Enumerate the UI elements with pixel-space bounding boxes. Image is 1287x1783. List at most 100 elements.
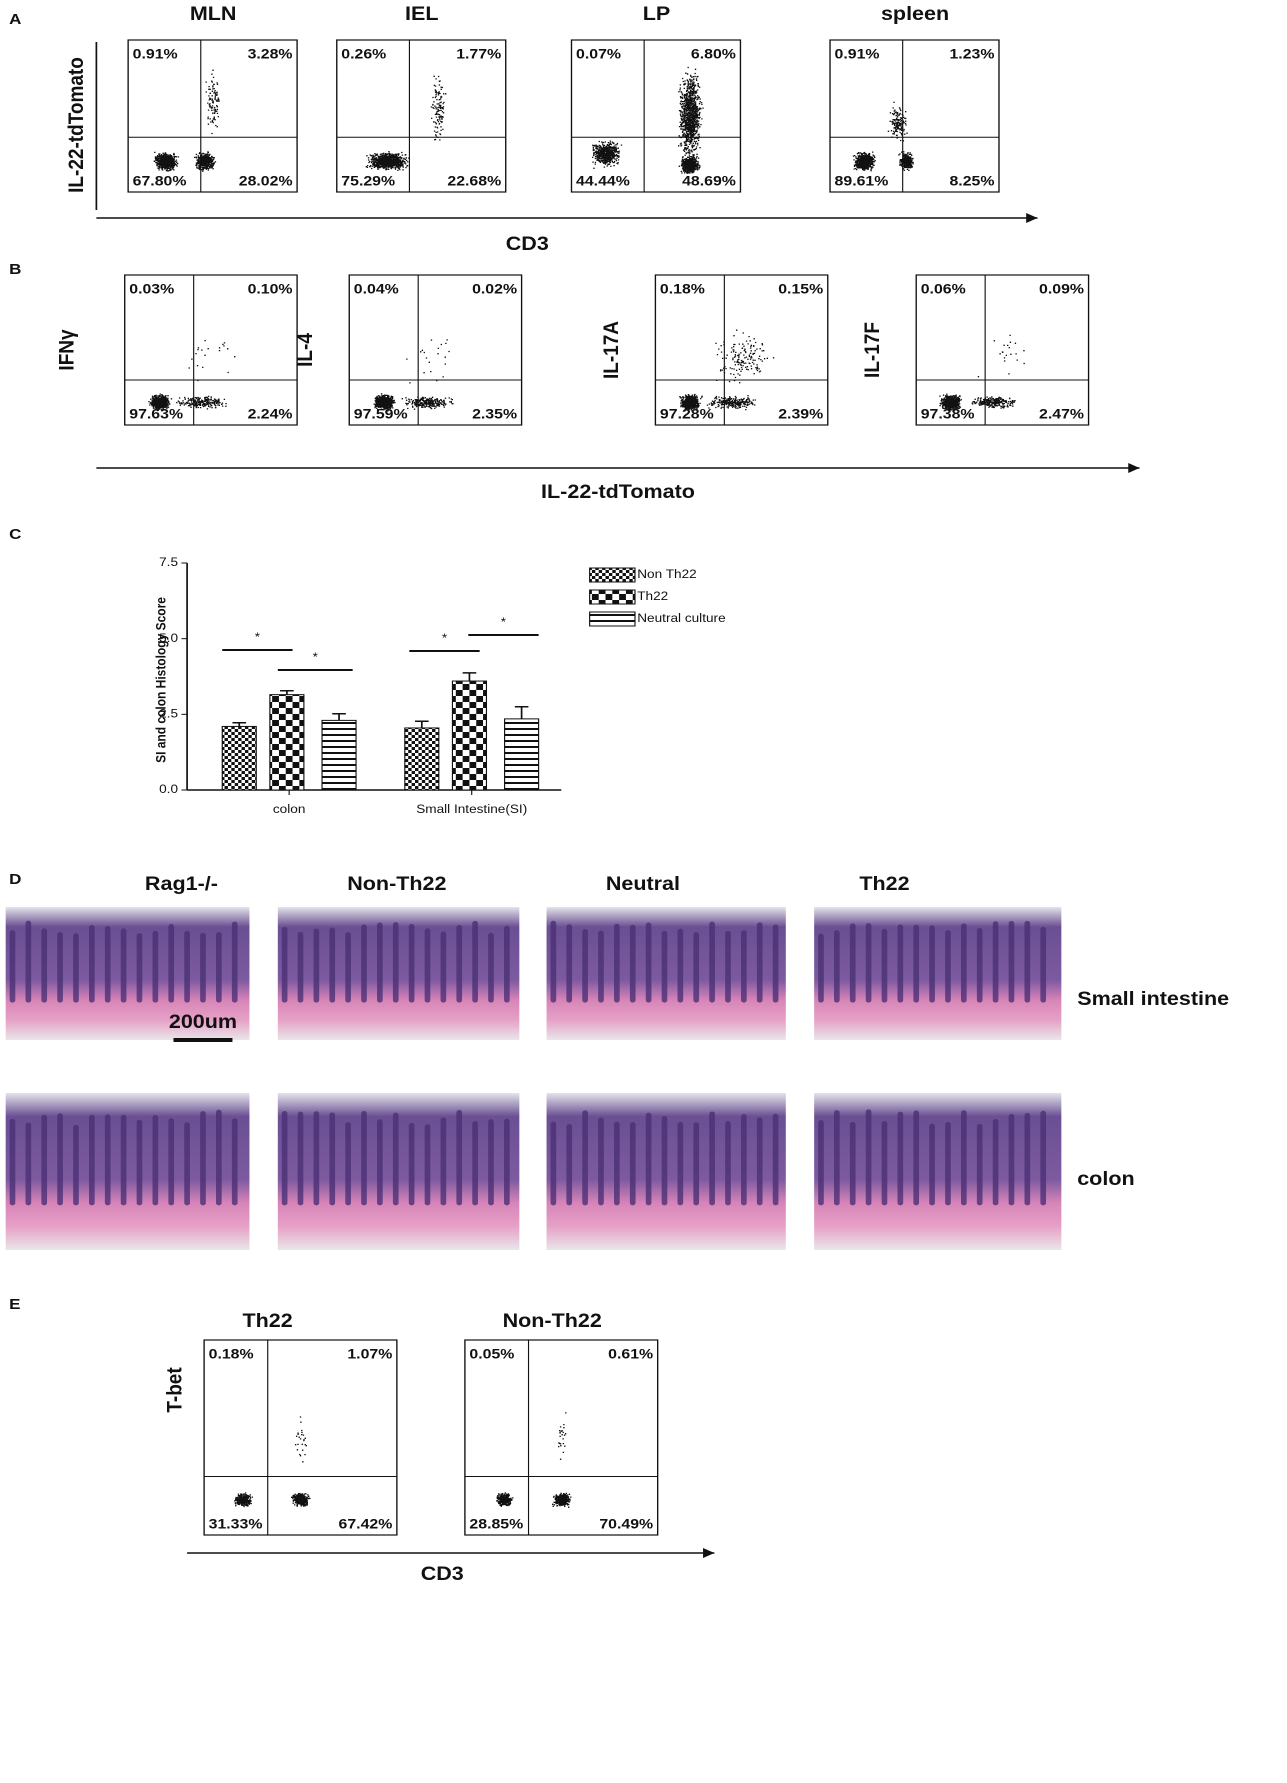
axis-label: CD3 [506, 234, 549, 255]
quadrant-label: 0.10% [248, 282, 293, 298]
plot-frame [464, 1339, 659, 1536]
quadrant-label: 0.04% [354, 282, 399, 298]
quadrant-label: 0.18% [209, 1347, 254, 1363]
y-tick-label: 5.0 [159, 631, 178, 645]
quadrant-label: 0.07% [576, 47, 621, 63]
quadrant-label: 97.63% [129, 407, 183, 423]
y-tick-label: 7.5 [159, 555, 178, 569]
flow-plot: 0.91% 3.28% 67.80% 28.02% [127, 39, 298, 193]
column-title: Neutral [606, 874, 680, 895]
plot-title: IEL [405, 4, 438, 25]
quadrant-label: 44.44% [576, 174, 630, 190]
plot-frame [915, 274, 1090, 426]
dots [373, 339, 454, 412]
x-tick-label: colon [273, 802, 305, 816]
row-label: Small intestine [1077, 989, 1229, 1010]
flow-plot: 0.07% 6.80% 44.44% 48.69% [570, 39, 742, 193]
significance-star: * [313, 650, 318, 664]
quadrant-label: 28.02% [239, 174, 293, 190]
x-tick-label: Small Intestine(SI) [416, 802, 527, 816]
villi [9, 920, 238, 1003]
panel-letter: E [9, 1296, 21, 1313]
plot-title: Non-Th22 [503, 1311, 602, 1332]
error-bar [332, 712, 346, 721]
villi [9, 1109, 238, 1206]
error-bar [280, 689, 294, 695]
dots [852, 101, 914, 172]
quadrant-label: 67.80% [133, 174, 187, 190]
arrow-head [1128, 463, 1140, 473]
legend-label: Non Th22 [637, 567, 696, 581]
quadrant-label: 8.25% [949, 174, 994, 190]
villi [818, 920, 1047, 1003]
panel-letter: B [9, 261, 21, 278]
plot-title: LP [643, 4, 671, 25]
quadrant-label: 97.38% [921, 407, 975, 423]
quadrant-label: 89.61% [835, 174, 889, 190]
quadrant-label: 0.18% [660, 282, 705, 298]
plot-title: spleen [881, 4, 949, 25]
quadrant-label: 67.42% [339, 1517, 393, 1533]
quadrant-label: 1.07% [347, 1347, 392, 1363]
quadrant-label: 2.35% [472, 407, 517, 423]
quadrant-label: 22.68% [447, 174, 501, 190]
quadrant-label: 0.09% [1039, 282, 1084, 298]
plot-frame [654, 274, 829, 426]
y-tick-label: 0.0 [159, 782, 178, 796]
bar [451, 680, 488, 791]
bar [221, 725, 257, 791]
bar [269, 694, 305, 791]
axis-label: IL-4 [294, 332, 317, 366]
scale-bar-label: 200um [169, 1012, 237, 1033]
plot-frame [570, 39, 742, 193]
error-bar [514, 706, 529, 719]
axis-label: IL-17A [600, 321, 623, 379]
dots [148, 339, 236, 411]
flow-plot: 0.91% 1.23% 89.61% 8.25% [829, 39, 1000, 193]
plot-frame [829, 39, 1000, 193]
quadrant-label: 2.47% [1039, 407, 1084, 423]
quadrant-label: 0.26% [341, 47, 386, 63]
bar [404, 727, 440, 791]
dots [496, 1412, 572, 1508]
quadrant-label: 1.23% [949, 47, 994, 63]
villi [281, 920, 510, 1003]
column-title: Th22 [859, 874, 909, 895]
quadrant-label: 0.05% [469, 1347, 514, 1363]
quadrant-label: 48.69% [682, 174, 736, 190]
quadrant-label: 0.06% [921, 282, 966, 298]
quadrant-label: 2.24% [248, 407, 293, 423]
significance-star: * [501, 615, 506, 629]
column-title: Rag1-/- [145, 874, 218, 895]
quadrant-label: 6.80% [691, 47, 736, 63]
quadrant-label: 2.39% [778, 407, 823, 423]
axis-label: SI and colon Histology Score [153, 597, 169, 763]
villi [818, 1109, 1047, 1206]
quadrant-label: 0.02% [472, 282, 517, 298]
flow-plot: 0.06% 0.09% 97.38% 2.47% [915, 274, 1090, 426]
quadrant-label: 0.03% [129, 282, 174, 298]
dots [234, 1416, 311, 1508]
quadrant-label: 1.77% [456, 47, 501, 63]
legend-label: Th22 [637, 589, 668, 603]
plot-title: Th22 [242, 1311, 292, 1332]
axis-label: IFNγ [56, 329, 79, 371]
plot-frame [127, 39, 298, 193]
arrow-head [703, 1548, 715, 1558]
legend-label: Neutral culture [637, 611, 725, 625]
quadrant-label: 0.91% [835, 47, 880, 63]
quadrant-label: 97.59% [354, 407, 408, 423]
dots [365, 75, 447, 172]
error-bar [232, 722, 247, 727]
row-label: colon [1077, 1169, 1134, 1190]
quadrant-label: 0.61% [608, 1347, 653, 1363]
axis-label: CD3 [421, 1564, 464, 1585]
flow-plot: 0.03% 0.10% 97.63% 2.24% [124, 274, 298, 426]
panel-letter: D [9, 871, 21, 888]
arrow-head [1026, 213, 1038, 223]
panel-letter: A [9, 11, 22, 28]
flow-plot: 0.18% 1.07% 31.33% 67.42% [203, 1339, 398, 1536]
quadrant-label: 0.15% [778, 282, 823, 298]
significance-star: * [255, 630, 260, 644]
